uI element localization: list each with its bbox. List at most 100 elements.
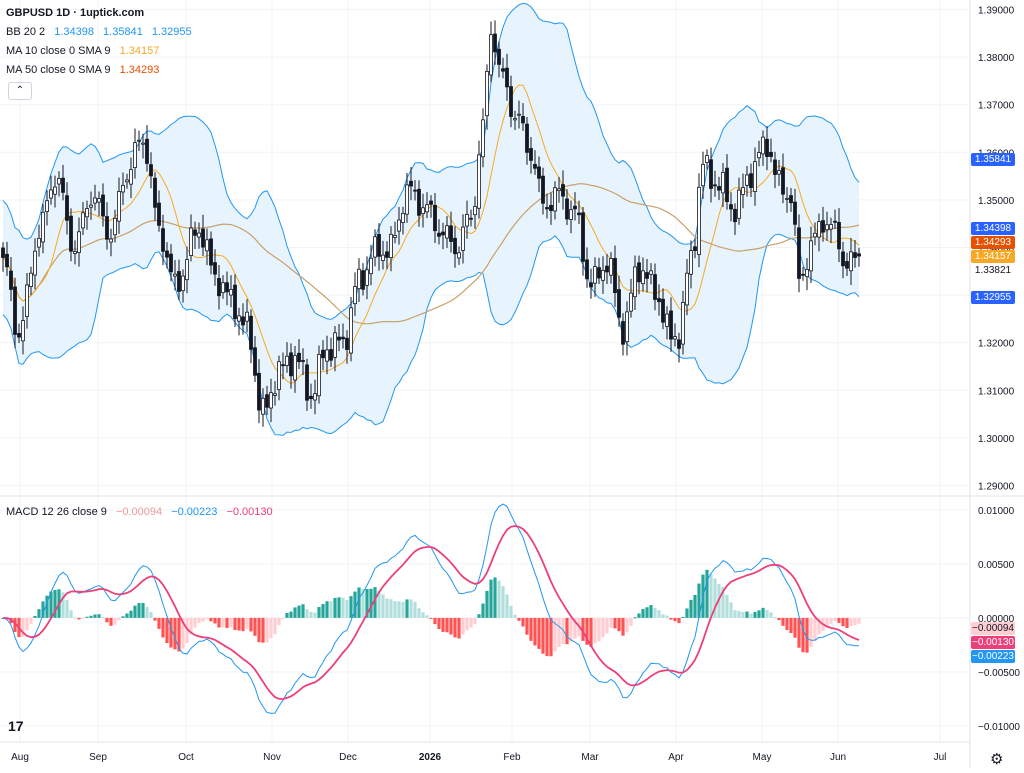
histogram-bar [477,614,481,618]
histogram-bar [641,609,645,618]
histogram-bar [777,617,781,621]
candle-body [653,274,657,300]
candle-body [613,257,617,294]
histogram-bar [237,617,241,631]
candle-body [461,226,465,251]
histogram-bar [309,611,313,618]
candle-body [161,228,165,252]
candle-body [673,336,677,340]
histogram-bar [565,617,569,645]
candle [633,255,637,310]
macd-line-value: −0.00223 [171,506,218,518]
candle [497,41,501,78]
candle [181,269,185,303]
time-tick-label: Apr [668,752,684,763]
candle-body [81,212,85,229]
gear-icon[interactable]: ⚙ [990,751,1004,768]
candle-body [497,48,501,65]
ma50-legend[interactable]: MA 50 close 0 SMA 9 1.34293 [6,63,165,77]
candle-body [441,231,445,236]
histogram-bar [489,579,493,618]
legend-collapse-button[interactable]: ⌃ [8,82,32,100]
candle [161,214,165,266]
candle-body [261,397,265,415]
histogram-bar [557,617,561,648]
candle-body [41,211,45,243]
candle-body [697,186,701,255]
candle [177,259,181,301]
candle [225,271,229,306]
histogram-bar [61,592,65,618]
histogram-bar [525,617,529,635]
histogram-bar [141,602,145,618]
histogram-bar [561,617,565,644]
tradingview-logo[interactable]: 17 [8,718,24,734]
candle [389,226,393,272]
candle [97,191,101,217]
candle-body [381,254,385,261]
macd-legend[interactable]: MACD 12 26 close 9 −0.00094 −0.00223 −0.… [6,505,279,519]
candle-body [373,236,377,258]
candle [193,221,197,249]
candle-body [857,253,861,257]
candle-body [233,284,237,320]
histogram-bar [813,617,817,642]
histogram-bar [637,613,641,618]
candle [749,163,753,197]
candle [341,323,345,349]
candle-body [37,237,41,248]
symbol-title[interactable]: GBPUSD 1D · 1uptick.com [6,7,145,19]
candle [645,259,649,293]
candle-body [5,253,9,268]
candle-body [345,337,349,350]
price-tick-label: 1.37000 [978,101,1015,112]
candle-body [637,262,641,283]
candle-body [757,152,761,159]
candle-body [625,311,629,343]
histogram-bar [405,599,409,618]
histogram-bar [517,617,521,621]
candle-body [473,206,477,216]
candle [433,192,437,243]
histogram-bar [409,599,413,618]
candle [13,277,17,349]
bb-lower-value: 1.32955 [151,26,192,38]
candle-body [317,354,321,397]
candle [105,202,109,250]
candle-body [629,292,633,312]
histogram-bar [549,617,553,657]
candle [421,193,425,228]
candle-body [717,186,721,191]
main-price-tag: 1.34157 [971,250,1015,264]
candle [329,337,333,367]
candle [169,244,173,282]
candle [197,222,201,249]
histogram-bar [109,617,113,626]
candle-body [309,395,313,400]
candle-body [205,239,209,252]
ma50-label: MA 50 close 0 SMA 9 [6,64,111,76]
histogram-bar [509,605,513,618]
candle-body [93,197,97,204]
histogram-bar [221,617,225,628]
candle [857,247,861,267]
bb-legend[interactable]: BB 20 2 1.34398 1.35841 1.32955 [6,25,198,39]
histogram-bar [365,589,369,618]
histogram-bar [33,615,37,618]
ma10-legend[interactable]: MA 10 close 0 SMA 9 1.34157 [6,44,165,58]
candle-body [741,187,745,195]
candle-body [173,273,177,277]
histogram-bar [433,617,437,625]
candle [233,274,237,328]
candle [477,140,481,219]
histogram-bar [113,617,117,625]
main-price-tag: 1.32955 [971,290,1015,304]
candle [637,255,641,295]
histogram-bar [833,617,837,622]
price-tick-label: 1.39000 [978,6,1015,17]
candle [641,257,645,292]
candle-body [621,321,625,345]
candle [157,190,161,232]
